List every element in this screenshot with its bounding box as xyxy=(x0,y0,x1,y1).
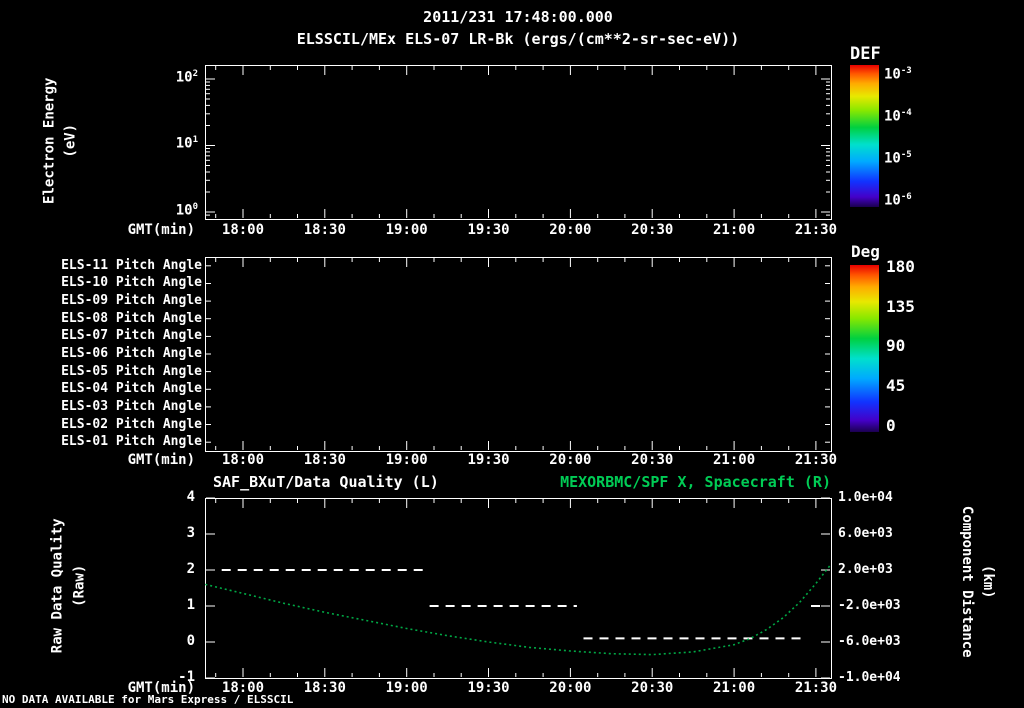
deg-colorbar-tick-label: 180 xyxy=(886,257,915,276)
time-tick-label: 19:00 xyxy=(385,452,428,468)
energy-axis-units: (eV) xyxy=(62,123,79,158)
gmt-label-energy: GMT(min) xyxy=(127,222,195,238)
distance-ytick-right-label: -2.0e+03 xyxy=(838,598,901,613)
els-row-label: ELS-01 Pitch Angle xyxy=(61,434,202,450)
time-tick-label: 20:00 xyxy=(549,680,592,696)
quality-ytick-left-label: 0 xyxy=(186,633,195,649)
deg-colorbar-tick-label: 135 xyxy=(886,296,915,316)
quality-ytick-left-label: 4 xyxy=(186,489,195,505)
colorbar-def-gradient xyxy=(850,65,879,207)
distance-ytick-right-label: 6.0e+03 xyxy=(838,526,893,541)
els-row-label: ELS-09 Pitch Angle xyxy=(61,293,202,309)
time-tick-label: 21:00 xyxy=(713,222,756,238)
distance-ytick-right-label: 1.0e+04 xyxy=(838,490,893,505)
time-tick-label: 21:30 xyxy=(794,222,838,238)
quality-ytick-left-label: 1 xyxy=(186,597,195,613)
deg-colorbar-tick-label: 0 xyxy=(886,415,896,435)
gmt-label-quality: GMT(min) xyxy=(127,680,195,696)
time-tick-label: 21:30 xyxy=(794,680,838,696)
quality-axis-label: Raw Data Quality xyxy=(49,518,66,654)
quality-ytick-left-label: 2 xyxy=(186,561,195,577)
els-row-label: ELS-02 Pitch Angle xyxy=(61,416,202,432)
time-tick-label: 19:00 xyxy=(385,680,428,696)
energy-ytick-label: 101 xyxy=(175,135,198,153)
time-tick-label: 18:30 xyxy=(303,452,346,468)
colorbar-deg-gradient xyxy=(850,265,879,432)
time-tick-label: 20:30 xyxy=(631,222,674,238)
energy-ytick-label: 102 xyxy=(175,68,198,86)
spacecraft-title-right: MEXORBMC/SPF X, Spacecraft (R) xyxy=(560,473,831,491)
quality-ytick-left-label: 3 xyxy=(186,525,195,541)
page-title-datetime: 2011/231 17:48:00.000 xyxy=(423,8,613,26)
time-tick-label: 19:30 xyxy=(467,222,510,238)
time-tick-label: 20:00 xyxy=(549,222,592,238)
gmt-label-pitch: GMT(min) xyxy=(127,452,195,468)
time-tick-label: 18:30 xyxy=(303,222,346,238)
colorbar-deg-title: Deg xyxy=(851,242,880,261)
energy-ytick-label: 100 xyxy=(175,202,198,219)
def-colorbar-tick-label: 10-6 xyxy=(884,192,912,209)
time-tick-label: 21:00 xyxy=(713,452,756,468)
time-tick-label: 18:30 xyxy=(303,680,346,696)
distance-ytick-right-label: -1.0e+04 xyxy=(838,670,901,685)
spectrogram-title: ELSSCIL/MEx ELS-07 LR-Bk (ergs/(cm**2-sr… xyxy=(296,30,740,48)
els-row-label: ELS-11 Pitch Angle xyxy=(61,257,202,273)
def-colorbar-tick-label: 10-4 xyxy=(884,107,912,125)
energy-axis-label: Electron Energy xyxy=(41,77,58,204)
els-row-label: ELS-04 Pitch Angle xyxy=(61,381,202,397)
els-row-label: ELS-07 Pitch Angle xyxy=(61,328,202,344)
time-tick-label: 20:00 xyxy=(549,452,592,468)
time-tick-label: 19:00 xyxy=(385,222,428,238)
time-tick-label: 20:30 xyxy=(631,452,674,468)
def-colorbar-tick-label: 10-5 xyxy=(884,150,912,167)
deg-colorbar-tick-label: 45 xyxy=(886,376,906,396)
distance-ytick-right-label: -6.0e+03 xyxy=(838,634,901,649)
deg-colorbar-tick-label: 90 xyxy=(886,335,906,355)
quality-ytick-left-label: -1 xyxy=(178,669,195,685)
time-tick-label: 18:00 xyxy=(221,452,265,468)
els-row-label: ELS-03 Pitch Angle xyxy=(61,398,202,414)
time-tick-label: 18:00 xyxy=(221,680,265,696)
els-row-label: ELS-06 Pitch Angle xyxy=(61,346,202,361)
def-colorbar-tick-label: 10-3 xyxy=(884,65,912,83)
time-tick-label: 19:30 xyxy=(467,452,510,468)
no-data-footer: NO DATA AVAILABLE for Mars Express / ELS… xyxy=(2,693,294,706)
quality-axis-units: (Raw) xyxy=(71,564,88,607)
quality-title-left: SAF_BXuT/Data Quality (L) xyxy=(213,473,439,491)
time-tick-label: 20:30 xyxy=(631,680,674,696)
time-tick-label: 19:30 xyxy=(467,680,510,696)
time-tick-label: 18:00 xyxy=(221,222,265,238)
time-tick-label: 21:30 xyxy=(794,452,838,468)
els-row-label: ELS-08 Pitch Angle xyxy=(61,310,202,326)
els-row-label: ELS-05 Pitch Angle xyxy=(61,363,202,379)
colorbar-def-title: DEF xyxy=(850,44,881,64)
els-row-label: ELS-10 Pitch Angle xyxy=(61,275,202,291)
distance-axis-label: Component Distance xyxy=(958,505,975,658)
distance-axis-units: (km) xyxy=(979,564,996,599)
distance-ytick-right-label: 2.0e+03 xyxy=(838,562,893,577)
time-tick-label: 21:00 xyxy=(713,680,756,696)
